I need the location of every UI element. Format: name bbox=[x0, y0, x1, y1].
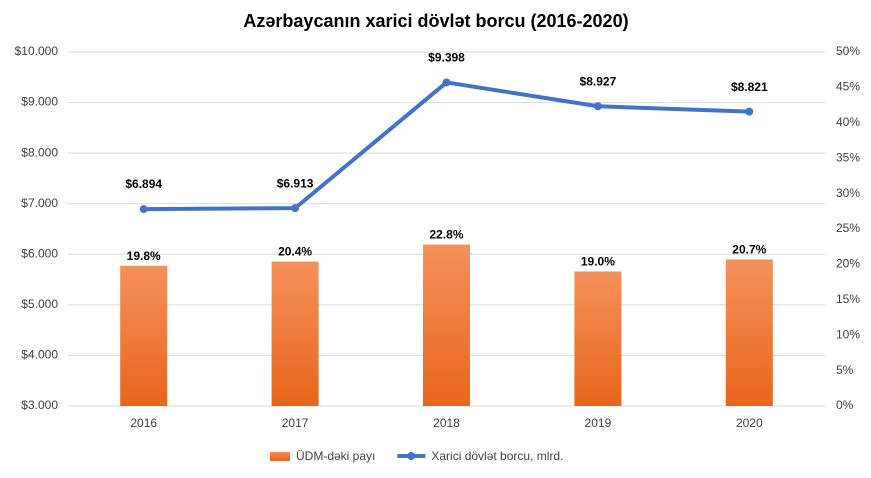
bar bbox=[271, 261, 319, 406]
y2-tick-label: 5% bbox=[836, 363, 854, 377]
y-tick-label: $10.000 bbox=[15, 44, 59, 58]
y-tick-label: $5.000 bbox=[21, 297, 58, 311]
bar bbox=[725, 259, 773, 406]
legend-label: Xarici dövlət borcu, mlrd. bbox=[431, 449, 563, 463]
y2-tick-label: 45% bbox=[836, 80, 860, 94]
y-tick-label: $9.000 bbox=[21, 95, 58, 109]
y2-tick-label: 35% bbox=[836, 150, 860, 164]
line bbox=[143, 80, 750, 212]
y2-tick-label: 30% bbox=[836, 186, 860, 200]
y-tick-label: $8.000 bbox=[21, 145, 58, 159]
data-label: 19.0% bbox=[581, 255, 615, 269]
point bbox=[442, 78, 451, 87]
y2-tick-label: 25% bbox=[836, 221, 860, 235]
y2-tick-label: 50% bbox=[836, 44, 860, 58]
y2-tick-label: 40% bbox=[836, 115, 860, 129]
data-label: $9.398 bbox=[428, 51, 465, 65]
point bbox=[745, 107, 754, 116]
y-tick-label: $6.000 bbox=[21, 246, 58, 260]
y2-tick-label: 10% bbox=[836, 327, 860, 341]
point bbox=[139, 205, 148, 214]
bar bbox=[423, 244, 470, 406]
data-label: $8.927 bbox=[580, 74, 617, 88]
y2-tick-label: 0% bbox=[836, 398, 854, 412]
data-label: $6.913 bbox=[277, 176, 314, 190]
data-label: 22.8% bbox=[429, 228, 463, 242]
y2-tick-label: 20% bbox=[836, 257, 860, 271]
chart-title: Azərbaycanın xarici dövlət borcu (2016-2… bbox=[243, 11, 628, 31]
data-label: 20.4% bbox=[278, 245, 312, 259]
y-tick-label: $4.000 bbox=[21, 348, 58, 362]
data-label: $6.894 bbox=[125, 177, 162, 191]
x-tick-label: 2019 bbox=[585, 416, 612, 430]
data-label: $8.821 bbox=[731, 80, 768, 94]
x-tick-label: 2020 bbox=[736, 416, 763, 430]
x-tick-label: 2017 bbox=[282, 416, 309, 430]
bar bbox=[120, 265, 168, 406]
legend-swatch bbox=[407, 452, 416, 460]
legend-label: ÜDM-dəki payı bbox=[296, 449, 375, 463]
point bbox=[291, 204, 300, 213]
legend-swatch bbox=[270, 452, 290, 461]
bar bbox=[574, 271, 622, 406]
y2-tick-label: 15% bbox=[836, 292, 860, 306]
data-label: 19.8% bbox=[127, 249, 161, 263]
data-label: 20.7% bbox=[732, 243, 766, 257]
y-tick-label: $7.000 bbox=[21, 196, 58, 210]
y-tick-label: $3.000 bbox=[21, 398, 58, 412]
x-tick-label: 2018 bbox=[433, 416, 460, 430]
x-tick-label: 2016 bbox=[130, 416, 157, 430]
point bbox=[593, 102, 602, 111]
